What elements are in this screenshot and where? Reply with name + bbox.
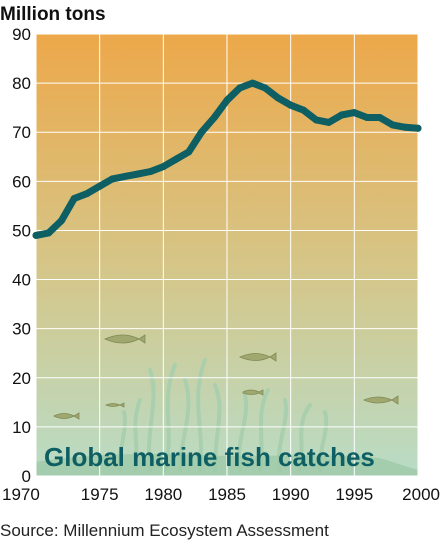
- y-tick-label: 20: [12, 369, 31, 388]
- decorative-fish: [53, 334, 399, 420]
- data-point: [363, 113, 371, 121]
- data-point: [414, 124, 422, 132]
- y-tick-label: 70: [12, 123, 31, 142]
- data-point: [312, 116, 320, 124]
- data-point: [236, 84, 244, 92]
- data-point: [45, 229, 53, 237]
- data-point: [70, 195, 78, 203]
- data-point: [350, 109, 358, 117]
- data-point: [325, 118, 333, 126]
- data-point: [223, 96, 231, 104]
- data-point: [96, 182, 104, 190]
- chart-inner-title: Global marine fish catches: [44, 442, 375, 472]
- data-point: [185, 148, 193, 156]
- data-point: [376, 113, 384, 121]
- y-tick-label: 30: [12, 320, 31, 339]
- x-tick-label: 1990: [272, 485, 310, 504]
- data-point: [172, 155, 180, 163]
- data-points: [32, 79, 422, 239]
- data-point: [198, 128, 206, 136]
- data-point: [261, 84, 269, 92]
- x-tick-label: 1980: [144, 485, 182, 504]
- data-point: [210, 113, 218, 121]
- source-note: Source: Millennium Ecosystem Assessment: [0, 521, 329, 540]
- grid: [36, 34, 418, 476]
- y-axis-ticks: 0 10 20 30 40 50 60 70 80 90: [12, 25, 31, 486]
- y-tick-label: 80: [12, 74, 31, 93]
- data-point: [147, 168, 155, 176]
- x-axis-ticks: 1970 1975 1980 1985 1990 1995 2000: [2, 485, 440, 504]
- x-tick-label: 1995: [335, 485, 373, 504]
- x-tick-label: 2000: [402, 485, 440, 504]
- y-tick-label: 60: [12, 172, 31, 191]
- y-tick-label: 40: [12, 271, 31, 290]
- plot-frame: [35, 33, 419, 477]
- x-tick-label: 1970: [2, 485, 40, 504]
- data-point: [401, 123, 409, 131]
- data-point: [274, 94, 282, 102]
- data-point: [134, 170, 142, 178]
- data-point: [389, 121, 397, 129]
- data-point: [108, 175, 116, 183]
- data-point: [338, 111, 346, 119]
- data-point: [121, 172, 129, 180]
- data-point: [248, 79, 256, 87]
- y-tick-label: 90: [12, 25, 31, 44]
- x-tick-label: 1975: [81, 485, 119, 504]
- data-point: [32, 231, 40, 239]
- data-point: [83, 190, 91, 198]
- data-point: [57, 217, 65, 225]
- data-point: [287, 101, 295, 109]
- y-tick-label: 0: [22, 467, 31, 486]
- x-tick-label: 1985: [208, 485, 246, 504]
- y-tick-label: 10: [12, 418, 31, 437]
- data-point: [159, 163, 167, 171]
- y-axis-label: Million tons: [0, 4, 106, 25]
- data-point: [299, 106, 307, 114]
- y-tick-label: 50: [12, 221, 31, 240]
